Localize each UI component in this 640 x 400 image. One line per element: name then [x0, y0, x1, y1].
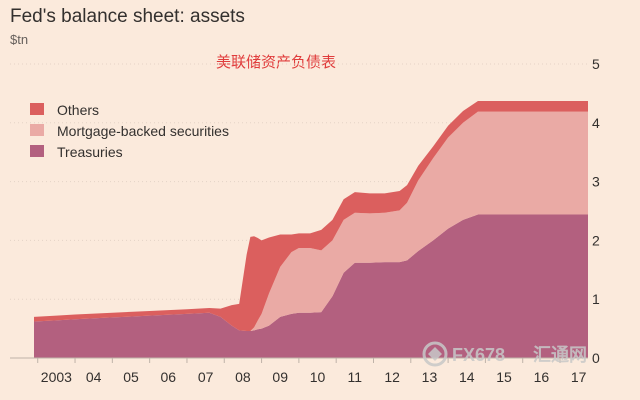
- stacked-areas: [10, 101, 588, 359]
- y-tick-label: 3: [592, 174, 600, 190]
- x-tick-label: 14: [459, 369, 475, 385]
- legend-label-others: Others: [57, 102, 99, 118]
- x-tick-label: 04: [86, 369, 102, 385]
- x-tick-label: 2003: [41, 369, 72, 385]
- unit-label: $tn: [10, 32, 28, 47]
- watermark-latin: FX678: [452, 345, 505, 365]
- legend-swatch-treasuries: [30, 145, 44, 157]
- x-tick-label: 06: [161, 369, 177, 385]
- x-tick-label: 09: [272, 369, 288, 385]
- y-tick-label: 1: [592, 291, 600, 307]
- legend-swatch-others: [30, 103, 44, 115]
- legend-label-treasuries: Treasuries: [57, 144, 123, 160]
- x-tick-label: 11: [348, 369, 363, 385]
- x-tick-label: 13: [422, 369, 438, 385]
- fx678-logo-icon: [422, 341, 448, 367]
- x-tick-label: 05: [123, 369, 139, 385]
- x-tick-label: 17: [571, 369, 587, 385]
- legend: Others Mortgage-backed securities Treasuri…: [30, 102, 229, 160]
- y-tick-label: 5: [592, 56, 600, 72]
- area-treasuries: [34, 214, 588, 358]
- x-tick-label: 08: [235, 369, 251, 385]
- y-tick-label: 0: [592, 350, 600, 366]
- x-tick-label: 12: [384, 369, 400, 385]
- x-tick-label: 15: [496, 369, 512, 385]
- y-tick-label: 2: [592, 232, 600, 248]
- legend-swatch-mortgage-backed-securities: [30, 124, 44, 136]
- chart-subtitle: 美联储资产负债表: [216, 54, 336, 71]
- watermark-cjk: 汇通网: [533, 345, 587, 365]
- area-mortgage-backed-securities: [34, 111, 588, 331]
- y-axis-ticks: 0 1 2 3 4 5: [592, 56, 600, 366]
- legend-label-mortgage-backed-securities: Mortgage-backed securities: [57, 123, 229, 139]
- chart-title: Fed's balance sheet: assets: [10, 6, 245, 27]
- y-tick-label: 4: [592, 115, 600, 131]
- x-axis-ticks: 2003 04 05 06 07 08 09 10 11 12 13 14 15 16 17: [37, 358, 587, 385]
- watermark: FX678 汇通网: [422, 341, 587, 367]
- x-tick-label: 10: [310, 369, 326, 385]
- x-tick-label: 16: [534, 369, 550, 385]
- x-tick-label: 07: [198, 369, 214, 385]
